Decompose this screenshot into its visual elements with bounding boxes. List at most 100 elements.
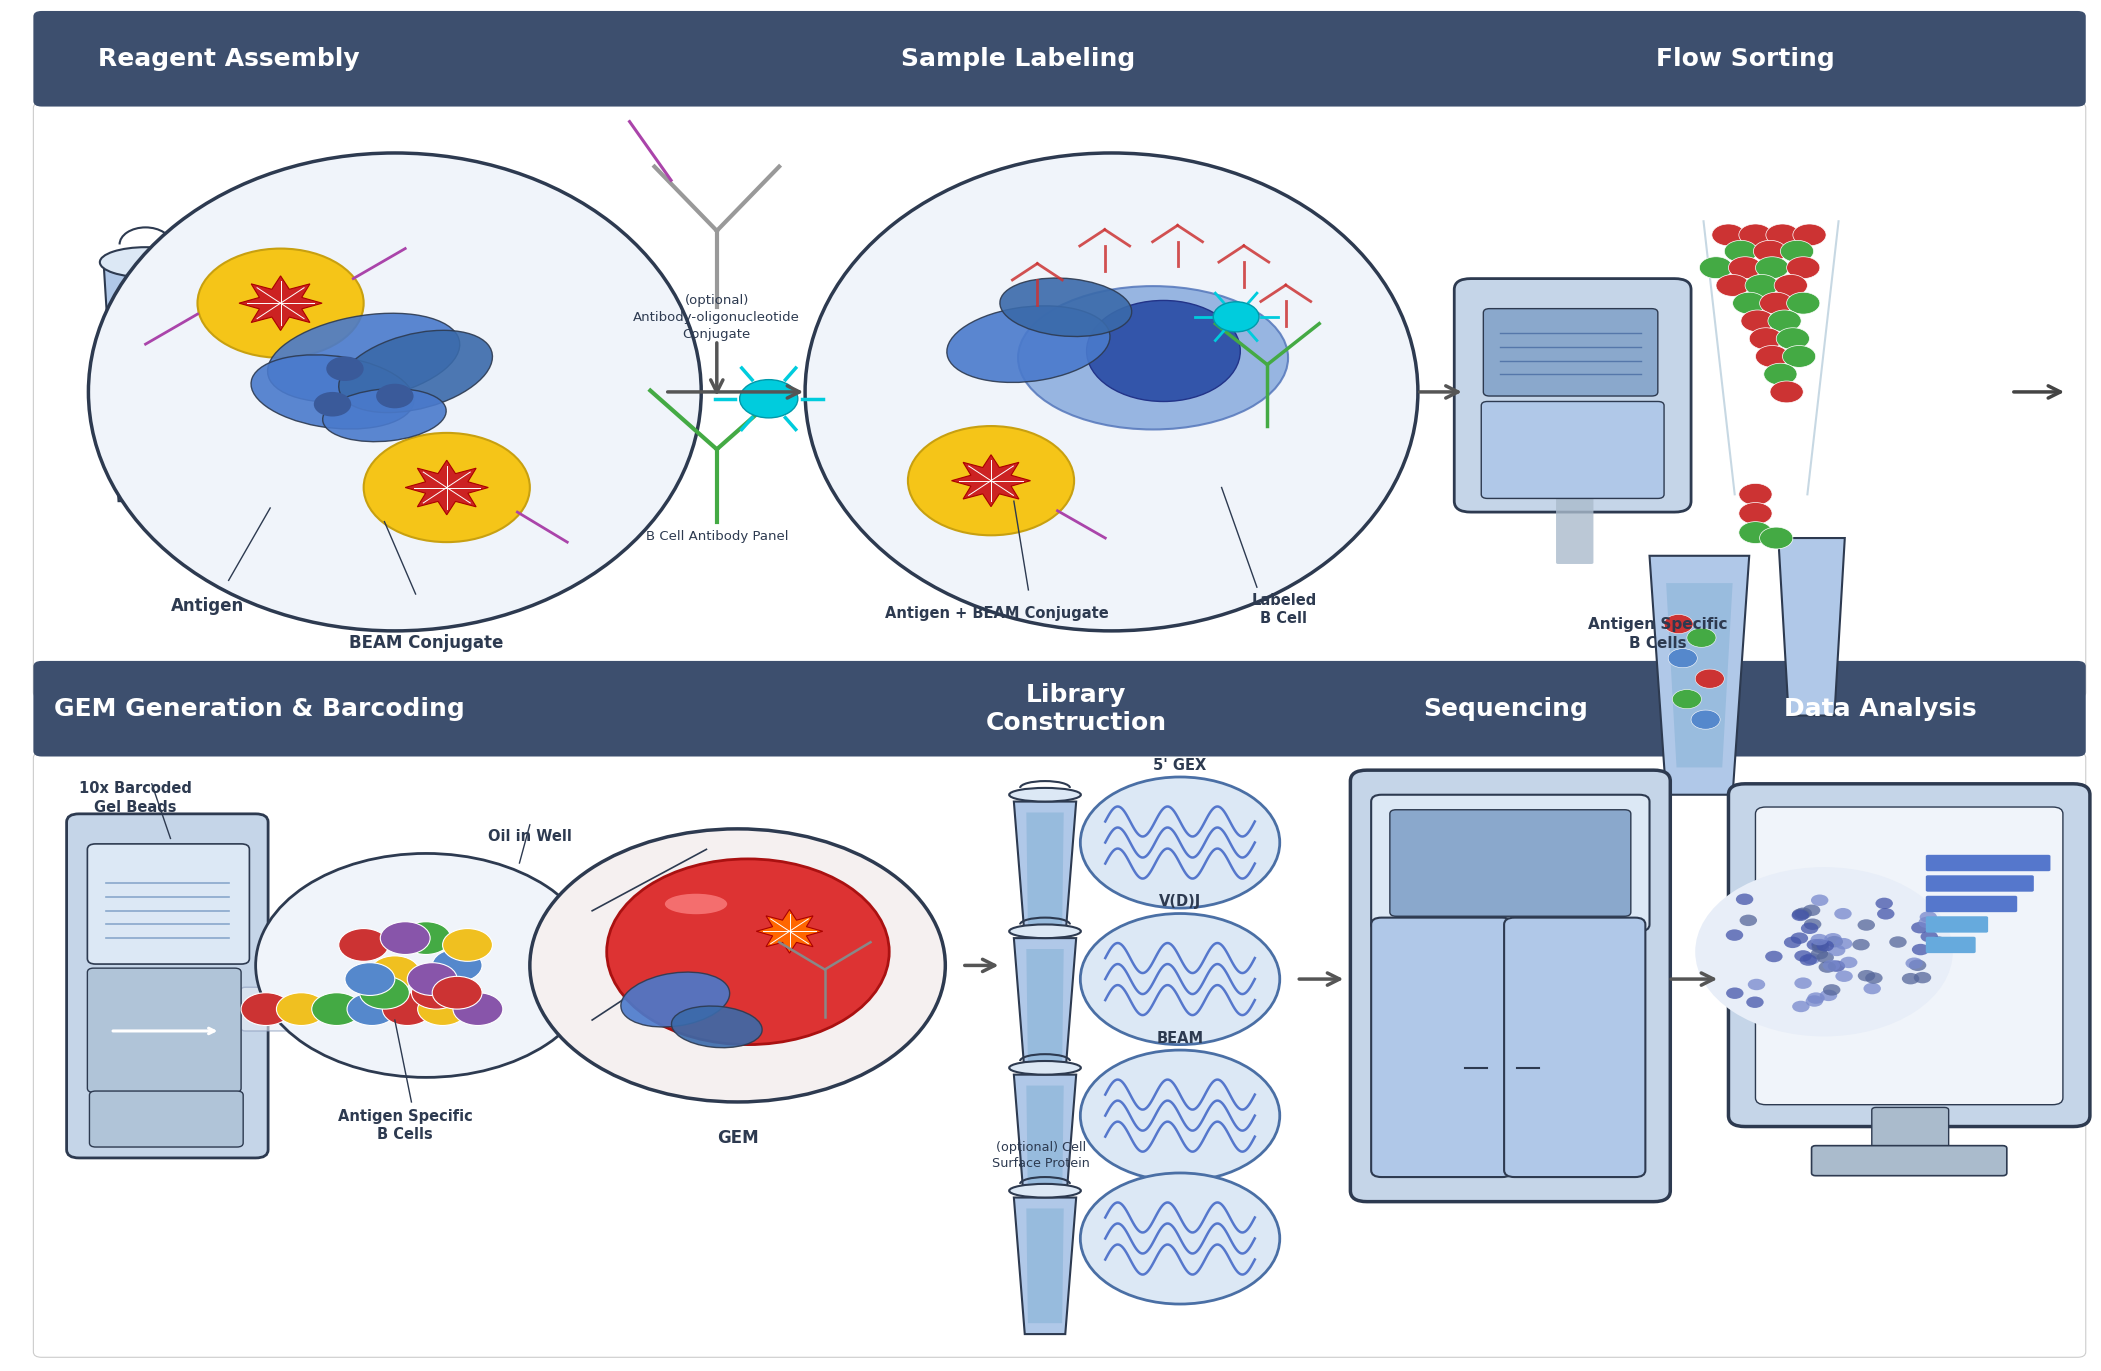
FancyBboxPatch shape	[88, 968, 242, 1093]
Circle shape	[359, 976, 410, 1009]
Circle shape	[433, 949, 481, 982]
Circle shape	[1824, 984, 1840, 995]
Circle shape	[1811, 939, 1828, 950]
FancyBboxPatch shape	[1756, 808, 2063, 1105]
Circle shape	[1700, 256, 1733, 278]
FancyBboxPatch shape	[1927, 936, 1975, 953]
FancyBboxPatch shape	[1927, 916, 1988, 932]
Ellipse shape	[664, 894, 727, 914]
Circle shape	[1811, 942, 1830, 953]
Circle shape	[1864, 983, 1880, 994]
Polygon shape	[1666, 583, 1733, 768]
Circle shape	[1857, 969, 1876, 982]
Circle shape	[1756, 345, 1788, 367]
Circle shape	[1792, 1001, 1809, 1012]
Circle shape	[1773, 274, 1807, 296]
Text: (optional) Cell
Surface Protein: (optional) Cell Surface Protein	[992, 1141, 1090, 1171]
Circle shape	[408, 962, 458, 995]
Polygon shape	[103, 269, 187, 502]
Circle shape	[1914, 972, 1931, 983]
Text: Sequencing: Sequencing	[1424, 696, 1588, 721]
Circle shape	[1794, 950, 1811, 961]
Text: Oil in Well: Oil in Well	[487, 829, 571, 845]
Circle shape	[1729, 256, 1763, 278]
FancyBboxPatch shape	[1927, 854, 2051, 871]
Ellipse shape	[1008, 1061, 1080, 1075]
Circle shape	[1696, 669, 1725, 688]
Circle shape	[1918, 917, 1935, 928]
FancyBboxPatch shape	[1557, 494, 1593, 563]
Ellipse shape	[324, 388, 445, 441]
Circle shape	[1805, 919, 1822, 930]
Circle shape	[1761, 526, 1792, 548]
Circle shape	[1769, 381, 1803, 403]
Polygon shape	[1649, 555, 1750, 795]
Polygon shape	[1025, 1208, 1063, 1323]
Circle shape	[1712, 223, 1746, 245]
FancyBboxPatch shape	[1872, 1108, 1948, 1157]
Circle shape	[454, 993, 502, 1026]
FancyBboxPatch shape	[1927, 875, 2034, 891]
Circle shape	[1750, 328, 1782, 350]
Circle shape	[1782, 345, 1815, 367]
Polygon shape	[1777, 537, 1845, 716]
Circle shape	[1080, 913, 1280, 1045]
Circle shape	[1826, 936, 1843, 947]
Text: Antigen Specific
B Cells: Antigen Specific B Cells	[1588, 617, 1727, 651]
Circle shape	[1876, 898, 1893, 909]
Circle shape	[1754, 240, 1786, 262]
Circle shape	[1786, 292, 1819, 314]
Circle shape	[1876, 908, 1895, 920]
Circle shape	[311, 993, 361, 1026]
Text: B Cell Antibody Panel: B Cell Antibody Panel	[645, 529, 788, 543]
Circle shape	[1866, 972, 1882, 984]
Circle shape	[1740, 223, 1771, 245]
Circle shape	[1717, 274, 1750, 296]
Text: V(D)J: V(D)J	[1160, 894, 1202, 909]
Text: GEM Generation & Barcoding: GEM Generation & Barcoding	[55, 696, 464, 721]
Circle shape	[1794, 908, 1811, 919]
Circle shape	[1853, 939, 1870, 950]
Ellipse shape	[672, 1006, 763, 1047]
Circle shape	[1740, 521, 1771, 543]
Circle shape	[1763, 363, 1796, 385]
Text: GEM: GEM	[716, 1130, 758, 1148]
Circle shape	[277, 993, 326, 1026]
Circle shape	[1817, 951, 1834, 964]
FancyBboxPatch shape	[1372, 795, 1649, 931]
Ellipse shape	[338, 330, 492, 413]
Circle shape	[443, 928, 492, 961]
Circle shape	[1920, 912, 1937, 923]
Circle shape	[1792, 909, 1809, 920]
Circle shape	[1740, 484, 1771, 506]
Circle shape	[1811, 947, 1828, 960]
Circle shape	[1696, 866, 1952, 1036]
Polygon shape	[897, 303, 952, 468]
Circle shape	[242, 993, 290, 1026]
Ellipse shape	[1008, 924, 1080, 938]
Text: 5' GEX: 5' GEX	[1153, 758, 1206, 773]
Ellipse shape	[1000, 278, 1132, 336]
Polygon shape	[118, 310, 172, 474]
Circle shape	[380, 921, 431, 954]
Ellipse shape	[1008, 788, 1080, 802]
Polygon shape	[952, 455, 1029, 507]
Circle shape	[1672, 690, 1702, 709]
Circle shape	[197, 248, 363, 358]
Circle shape	[326, 356, 363, 381]
Circle shape	[418, 993, 469, 1026]
Circle shape	[1803, 953, 1819, 965]
Circle shape	[1912, 943, 1929, 956]
Circle shape	[1775, 328, 1809, 350]
Circle shape	[345, 962, 395, 995]
Circle shape	[256, 854, 597, 1078]
Polygon shape	[1025, 1086, 1063, 1200]
Circle shape	[1811, 894, 1828, 906]
FancyBboxPatch shape	[34, 753, 2086, 1357]
Circle shape	[370, 956, 420, 988]
Circle shape	[313, 392, 351, 417]
Circle shape	[1906, 957, 1922, 969]
Polygon shape	[405, 461, 487, 515]
Ellipse shape	[1019, 287, 1288, 429]
Text: Reagent Assembly: Reagent Assembly	[99, 47, 359, 71]
